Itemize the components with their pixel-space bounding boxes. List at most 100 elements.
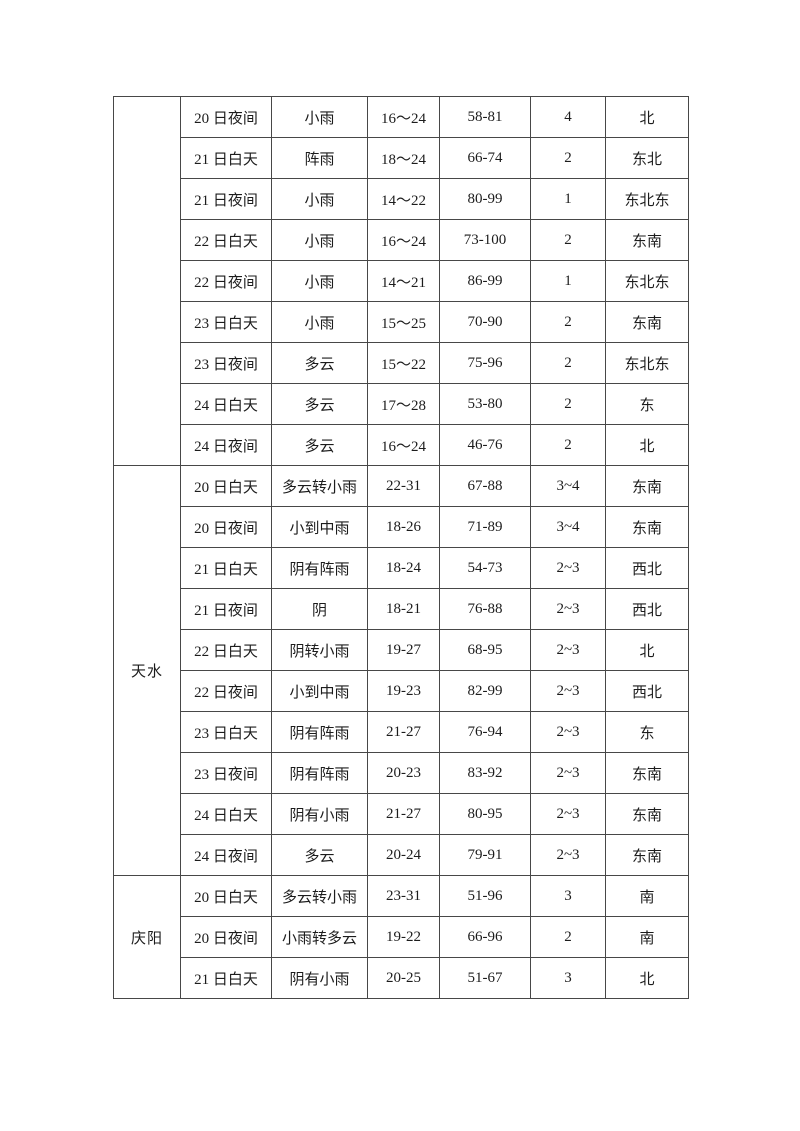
table-row: 23 日夜间 多云 15～22 75-96 2 东北东 xyxy=(114,342,689,384)
humidity-range-cell: 86-99 xyxy=(439,260,531,302)
weather-cell: 多云 xyxy=(271,424,368,466)
wind-direction-cell: 东南 xyxy=(605,301,689,343)
wind-level-cell: 1 xyxy=(530,260,606,302)
table-row: 23 日夜间 阴有阵雨 20-23 83-92 2~3 东南 xyxy=(114,752,689,794)
wind-direction-cell: 东南 xyxy=(605,506,689,548)
date-period-cell: 24 日夜间 xyxy=(180,834,272,876)
humidity-range-cell: 46-76 xyxy=(439,424,531,466)
humidity-range-cell: 53-80 xyxy=(439,383,531,425)
table-row: 20 日夜间 小雨转多云 19-22 66-96 2 南 xyxy=(114,916,689,958)
wind-level-cell: 2 xyxy=(530,219,606,261)
wind-level-cell: 2 xyxy=(530,916,606,958)
temperature-range-cell: 15～22 xyxy=(367,342,440,384)
weather-cell: 阴转小雨 xyxy=(271,629,368,671)
date-period-cell: 21 日夜间 xyxy=(180,178,272,220)
wind-level-cell: 2~3 xyxy=(530,752,606,794)
wind-level-cell: 2~3 xyxy=(530,547,606,589)
temperature-range-cell: 21-27 xyxy=(367,711,440,753)
city-cell: 天水 xyxy=(113,465,181,876)
humidity-range-cell: 66-74 xyxy=(439,137,531,179)
wind-level-cell: 2~3 xyxy=(530,629,606,671)
wind-direction-cell: 东北 xyxy=(605,137,689,179)
wind-level-cell: 2~3 xyxy=(530,834,606,876)
weather-cell: 多云 xyxy=(271,383,368,425)
weather-cell: 多云转小雨 xyxy=(271,465,368,507)
weather-cell: 多云 xyxy=(271,342,368,384)
temperature-range-cell: 20-24 xyxy=(367,834,440,876)
date-period-cell: 20 日白天 xyxy=(180,465,272,507)
date-period-cell: 20 日夜间 xyxy=(180,96,272,138)
temperature-range-cell: 14～21 xyxy=(367,260,440,302)
date-period-cell: 22 日夜间 xyxy=(180,260,272,302)
date-period-cell: 20 日夜间 xyxy=(180,506,272,548)
weather-cell: 阴有小雨 xyxy=(271,957,368,999)
table-row: 21 日夜间 小雨 14～22 80-99 1 东北东 xyxy=(114,178,689,220)
wind-level-cell: 3 xyxy=(530,957,606,999)
humidity-range-cell: 76-94 xyxy=(439,711,531,753)
table-row: 21 日白天 阴有阵雨 18-24 54-73 2~3 西北 xyxy=(114,547,689,589)
table-row: 22 日夜间 小到中雨 19-23 82-99 2~3 西北 xyxy=(114,670,689,712)
wind-level-cell: 1 xyxy=(530,178,606,220)
humidity-range-cell: 71-89 xyxy=(439,506,531,548)
temperature-range-cell: 21-27 xyxy=(367,793,440,835)
humidity-range-cell: 51-96 xyxy=(439,875,531,917)
temperature-range-cell: 20-25 xyxy=(367,957,440,999)
temperature-range-cell: 14～22 xyxy=(367,178,440,220)
table-row: 24 日白天 多云 17～28 53-80 2 东 xyxy=(114,383,689,425)
wind-direction-cell: 西北 xyxy=(605,670,689,712)
temperature-range-cell: 20-23 xyxy=(367,752,440,794)
table-row: 22 日白天 阴转小雨 19-27 68-95 2~3 北 xyxy=(114,629,689,671)
humidity-range-cell: 80-95 xyxy=(439,793,531,835)
weather-cell: 阵雨 xyxy=(271,137,368,179)
temperature-range-cell: 19-22 xyxy=(367,916,440,958)
date-period-cell: 22 日白天 xyxy=(180,219,272,261)
humidity-range-cell: 82-99 xyxy=(439,670,531,712)
temperature-range-cell: 22-31 xyxy=(367,465,440,507)
humidity-range-cell: 79-91 xyxy=(439,834,531,876)
table-row: 21 日白天 阴有小雨 20-25 51-67 3 北 xyxy=(114,957,689,999)
weather-cell: 阴有小雨 xyxy=(271,793,368,835)
wind-direction-cell: 东北东 xyxy=(605,260,689,302)
humidity-range-cell: 83-92 xyxy=(439,752,531,794)
table-row: 24 日夜间 多云 16～24 46-76 2 北 xyxy=(114,424,689,466)
wind-direction-cell: 南 xyxy=(605,875,689,917)
table-row: 24 日夜间 多云 20-24 79-91 2~3 东南 xyxy=(114,834,689,876)
wind-level-cell: 3~4 xyxy=(530,465,606,507)
humidity-range-cell: 76-88 xyxy=(439,588,531,630)
temperature-range-cell: 16～24 xyxy=(367,219,440,261)
temperature-range-cell: 18-24 xyxy=(367,547,440,589)
weather-cell: 小到中雨 xyxy=(271,670,368,712)
date-period-cell: 24 日白天 xyxy=(180,793,272,835)
humidity-range-cell: 58-81 xyxy=(439,96,531,138)
wind-direction-cell: 西北 xyxy=(605,547,689,589)
wind-direction-cell: 东 xyxy=(605,711,689,753)
wind-level-cell: 2 xyxy=(530,137,606,179)
wind-level-cell: 2~3 xyxy=(530,711,606,753)
temperature-range-cell: 19-23 xyxy=(367,670,440,712)
wind-direction-cell: 东 xyxy=(605,383,689,425)
weather-cell: 阴有阵雨 xyxy=(271,711,368,753)
date-period-cell: 22 日白天 xyxy=(180,629,272,671)
weather-forecast-table: 20 日夜间 小雨 16～24 58-81 4 北 21 日白天 阵雨 18～24 66-74 2 东… xyxy=(113,96,689,999)
weather-cell: 阴有阵雨 xyxy=(271,547,368,589)
table-row: 22 日夜间 小雨 14～21 86-99 1 东北东 xyxy=(114,260,689,302)
date-period-cell: 23 日白天 xyxy=(180,301,272,343)
wind-level-cell: 4 xyxy=(530,96,606,138)
date-period-cell: 22 日夜间 xyxy=(180,670,272,712)
wind-direction-cell: 北 xyxy=(605,424,689,466)
city-cell xyxy=(113,96,181,466)
temperature-range-cell: 23-31 xyxy=(367,875,440,917)
humidity-range-cell: 54-73 xyxy=(439,547,531,589)
date-period-cell: 21 日白天 xyxy=(180,137,272,179)
date-period-cell: 23 日夜间 xyxy=(180,342,272,384)
wind-level-cell: 2 xyxy=(530,301,606,343)
weather-cell: 阴有阵雨 xyxy=(271,752,368,794)
city-cell: 庆阳 xyxy=(113,875,181,999)
table-row: 20 日夜间 小雨 16～24 58-81 4 北 xyxy=(113,96,689,466)
table-row: 23 日白天 小雨 15～25 70-90 2 东南 xyxy=(114,301,689,343)
temperature-range-cell: 15～25 xyxy=(367,301,440,343)
date-period-cell: 20 日白天 xyxy=(180,875,272,917)
temperature-range-cell: 17～28 xyxy=(367,383,440,425)
humidity-range-cell: 66-96 xyxy=(439,916,531,958)
humidity-range-cell: 75-96 xyxy=(439,342,531,384)
